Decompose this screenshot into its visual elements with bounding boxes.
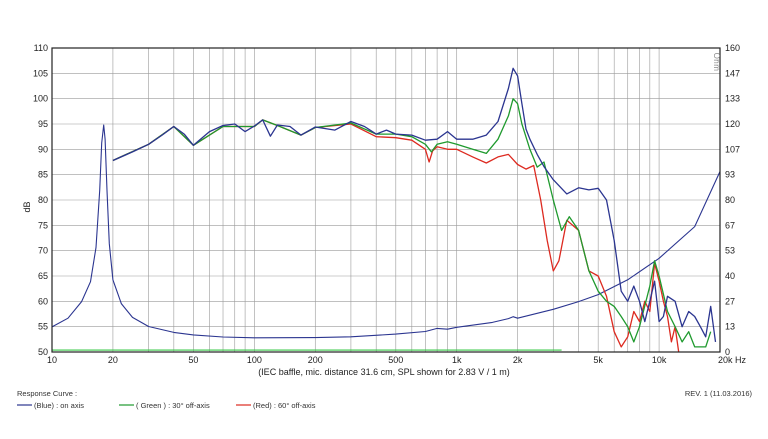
y-tick-label: 105 <box>33 68 48 78</box>
y-tick-label: 55 <box>38 322 48 332</box>
y2-tick-label: 80 <box>725 195 735 205</box>
y2-tick-label: 67 <box>725 220 735 230</box>
y2-tick-label: 107 <box>725 144 740 154</box>
x-tick-label: 10k <box>652 355 667 365</box>
x-axis-ticks: 10 20 50 100 200 500 1k 2k 5k 10k 20k Hz <box>47 355 747 365</box>
y2-tick-label: 27 <box>725 296 735 306</box>
legend-title: Response Curve : <box>17 389 77 398</box>
y-tick-label: 50 <box>38 347 48 357</box>
legend: Response Curve : (Blue) : on axis ( Gree… <box>17 389 316 410</box>
x-tick-label: 100 <box>247 355 262 365</box>
x-tick-label: 1k <box>452 355 462 365</box>
y2-tick-label: 160 <box>725 43 740 53</box>
right-axis-ticks: 0 13 27 40 53 67 80 93 107 120 133 147 160 <box>725 43 740 357</box>
y-tick-label: 70 <box>38 246 48 256</box>
x-tick-label: 20k Hz <box>718 355 747 365</box>
y2-tick-label: 147 <box>725 68 740 78</box>
y2-tick-label: 93 <box>725 170 735 180</box>
y-axis-label: dB <box>22 201 32 212</box>
y-tick-label: 80 <box>38 195 48 205</box>
y-tick-label: 95 <box>38 119 48 129</box>
x-tick-label: 50 <box>188 355 198 365</box>
y-tick-label: 90 <box>38 144 48 154</box>
y2-tick-label: 120 <box>725 119 740 129</box>
x-tick-label: 10 <box>47 355 57 365</box>
y2-tick-label: 13 <box>725 322 735 332</box>
y-tick-label: 100 <box>33 94 48 104</box>
left-axis-ticks: 50 55 60 65 70 75 80 85 90 95 100 105 110 <box>33 43 48 357</box>
right-axis-unit-label: Ohm <box>712 53 721 72</box>
legend-item-red: (Red) : 60° off-axis <box>253 401 316 410</box>
y-tick-label: 75 <box>38 220 48 230</box>
x-axis-label: (IEC baffle, mic. distance 31.6 cm, SPL … <box>258 367 510 377</box>
x-tick-label: 5k <box>593 355 603 365</box>
y2-tick-label: 133 <box>725 94 740 104</box>
y2-tick-label: 53 <box>725 246 735 256</box>
revision-note: REV. 1 (11.03.2016) <box>685 389 753 398</box>
x-tick-label: 200 <box>308 355 323 365</box>
legend-item-green: ( Green ) : 30° off-axis <box>136 401 210 410</box>
y2-tick-label: 0 <box>725 347 730 357</box>
series-line-0 <box>112 67 717 342</box>
legend-item-blue: (Blue) : on axis <box>34 401 84 410</box>
y-tick-label: 85 <box>38 170 48 180</box>
plot-frame <box>51 47 721 353</box>
curves <box>51 67 721 353</box>
y-tick-label: 110 <box>34 43 48 53</box>
x-tick-label: 500 <box>388 355 403 365</box>
y-tick-label: 65 <box>38 271 48 281</box>
x-tick-label: 2k <box>513 355 523 365</box>
x-tick-label: 20 <box>108 355 118 365</box>
y2-tick-label: 40 <box>725 271 735 281</box>
series-line-3 <box>51 124 721 339</box>
y-tick-label: 60 <box>38 296 48 306</box>
